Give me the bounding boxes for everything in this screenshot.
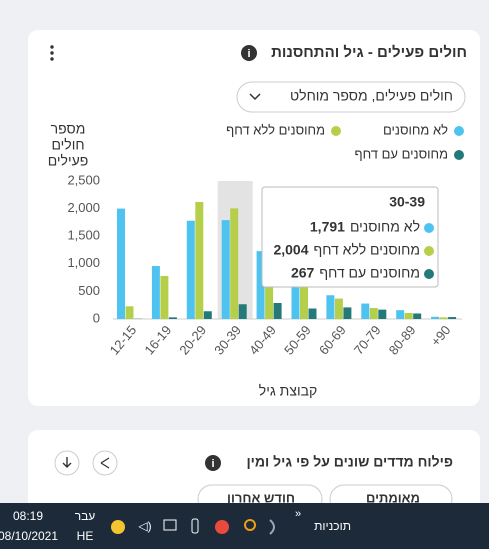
share-button[interactable]	[93, 451, 117, 475]
bar	[117, 209, 125, 319]
bar	[169, 317, 177, 319]
tooltip-label: לא מחוסנים	[350, 219, 420, 235]
bar	[265, 286, 273, 319]
bar	[187, 221, 195, 319]
clock-date: 08/10/2021	[0, 529, 58, 543]
y-tick-label: 2,500	[67, 172, 100, 187]
bar	[239, 304, 247, 319]
tooltip-swatch	[424, 269, 434, 279]
bar	[195, 202, 203, 319]
y-tick-label: 1,500	[67, 228, 100, 243]
dropdown-label: חולים פעילים, מספר מוחלט	[290, 88, 453, 104]
card-title: פילוח מדדים שונים על פי גיל ומין	[246, 454, 453, 470]
y-axis-title: מספר	[51, 121, 86, 137]
svg-text:i: i	[247, 48, 250, 60]
bar	[448, 317, 456, 319]
y-tick-label: 500	[78, 283, 100, 298]
bar	[204, 311, 212, 319]
programs[interactable]: תוכניות	[314, 519, 351, 533]
tooltip-value: 2,004	[273, 242, 308, 258]
bar	[396, 310, 404, 319]
language[interactable]: HE	[77, 529, 94, 543]
bar	[343, 307, 351, 319]
tooltip-swatch	[424, 223, 434, 233]
bar	[230, 208, 238, 319]
card-title: חולים פעילים - גיל והתחסנות	[271, 44, 467, 61]
legend-swatch	[331, 126, 341, 136]
svg-text:i: i	[211, 458, 214, 470]
bar	[440, 317, 448, 319]
y-tick-label: 0	[93, 310, 100, 325]
info-icon[interactable]: i	[205, 455, 221, 471]
info-icon[interactable]: i	[241, 45, 257, 61]
bar	[326, 295, 334, 319]
language-top: עבר	[75, 509, 96, 523]
tooltip-label: מחוסנים ללא דחף	[314, 242, 421, 258]
legend-label: מחוסנים ללא דחף	[226, 122, 325, 137]
bar	[309, 309, 317, 319]
bar	[413, 313, 421, 319]
chevron: »	[295, 508, 301, 520]
bar	[335, 299, 343, 319]
bar	[274, 303, 282, 319]
tooltip: 30-39 לא מחוסנים 1,791 מחוסנים ללא דחף 2,004…	[262, 187, 438, 287]
bar	[222, 220, 230, 319]
clock-time: 08:19	[13, 509, 43, 523]
bar	[370, 308, 378, 319]
y-axis-title: חולים	[51, 137, 84, 153]
tooltip-swatch	[424, 246, 434, 256]
svg-text:◁): ◁)	[138, 519, 151, 533]
tooltip-label: מחוסנים עם דחף	[319, 265, 420, 281]
bar	[361, 304, 369, 319]
tooltip-value: 1,791	[310, 219, 345, 235]
y-tick-label: 2,000	[67, 200, 100, 215]
legend-label: לא מחוסנים	[383, 122, 448, 137]
legend-swatch	[454, 150, 464, 160]
bar	[378, 310, 386, 319]
bar	[152, 266, 160, 319]
tooltip-title: 30-39	[389, 194, 425, 210]
bar	[160, 276, 168, 319]
tooltip-value: 267	[291, 265, 315, 281]
x-axis-title: קבוצת גיל	[259, 383, 317, 399]
bar	[405, 313, 413, 319]
y-tick-label: 1,000	[67, 255, 100, 270]
kebab-menu[interactable]	[50, 45, 53, 60]
y-axis-title: פעילים	[48, 153, 89, 169]
bar	[431, 317, 439, 319]
bar	[126, 306, 134, 319]
legend-label: מחוסנים עם דחף	[355, 146, 448, 161]
legend-swatch	[454, 126, 464, 136]
